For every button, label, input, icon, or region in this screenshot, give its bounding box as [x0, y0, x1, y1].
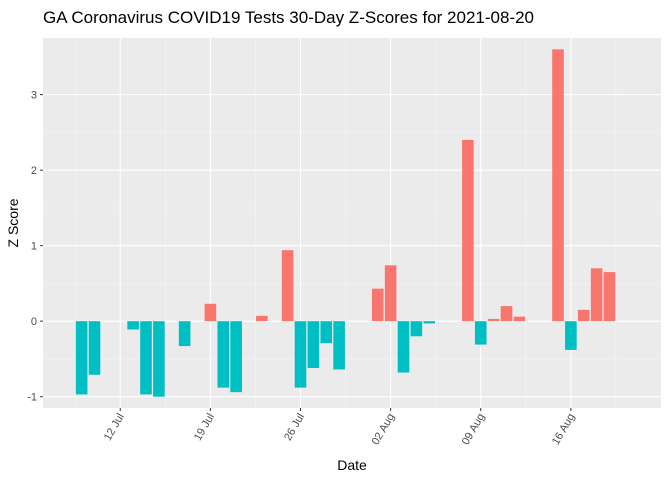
bars	[75, 49, 616, 397]
x-tick-label: 26 Jul	[282, 412, 307, 443]
minor-grid	[43, 38, 661, 408]
bar	[590, 268, 603, 322]
y-tick-label: 3	[31, 90, 37, 102]
y-tick-label: -1	[27, 392, 37, 404]
bar	[153, 321, 165, 397]
bar	[75, 321, 88, 395]
x-tick-label: 16 Aug	[550, 412, 578, 448]
bar	[88, 321, 101, 375]
x-tick-label: 19 Jul	[192, 412, 217, 443]
bar	[500, 306, 513, 322]
bar	[371, 288, 384, 322]
bar	[565, 321, 577, 350]
bar	[577, 309, 590, 322]
bar	[217, 321, 230, 388]
bar	[462, 139, 474, 322]
bar	[307, 321, 320, 368]
bar	[140, 321, 152, 395]
bar	[397, 321, 410, 373]
bar	[230, 321, 242, 393]
plot-panel	[43, 38, 661, 408]
bar	[320, 321, 333, 344]
y-axis-title: Z Score	[5, 198, 21, 247]
bar	[423, 321, 436, 324]
bar	[281, 250, 294, 322]
bar	[410, 321, 423, 337]
bar	[474, 321, 487, 345]
y-tick-label: 0	[31, 316, 37, 328]
y-axis: -1 0 1 2 3	[27, 90, 43, 404]
chart-title: GA Coronavirus COVID19 Tests 30-Day Z-Sc…	[43, 8, 534, 27]
x-tick-label: 12 Jul	[102, 412, 127, 443]
bar	[513, 316, 526, 322]
bar	[552, 49, 564, 322]
y-tick-label: 2	[31, 165, 37, 177]
x-tick-label: 09 Aug	[460, 412, 488, 448]
bar	[256, 315, 268, 322]
bar	[487, 318, 500, 322]
bar	[333, 321, 345, 370]
x-tick-label: 02 Aug	[370, 412, 398, 448]
y-tick-label: 1	[31, 241, 37, 253]
bar	[384, 265, 397, 322]
bar	[178, 321, 191, 347]
bar	[603, 272, 616, 322]
bar	[294, 321, 307, 388]
bar	[204, 303, 217, 322]
bar	[127, 321, 139, 330]
x-axis: 12 Jul 19 Jul 26 Jul 02 Aug 09 Aug 16 Aug	[102, 408, 578, 448]
x-axis-title: Date	[337, 457, 367, 473]
